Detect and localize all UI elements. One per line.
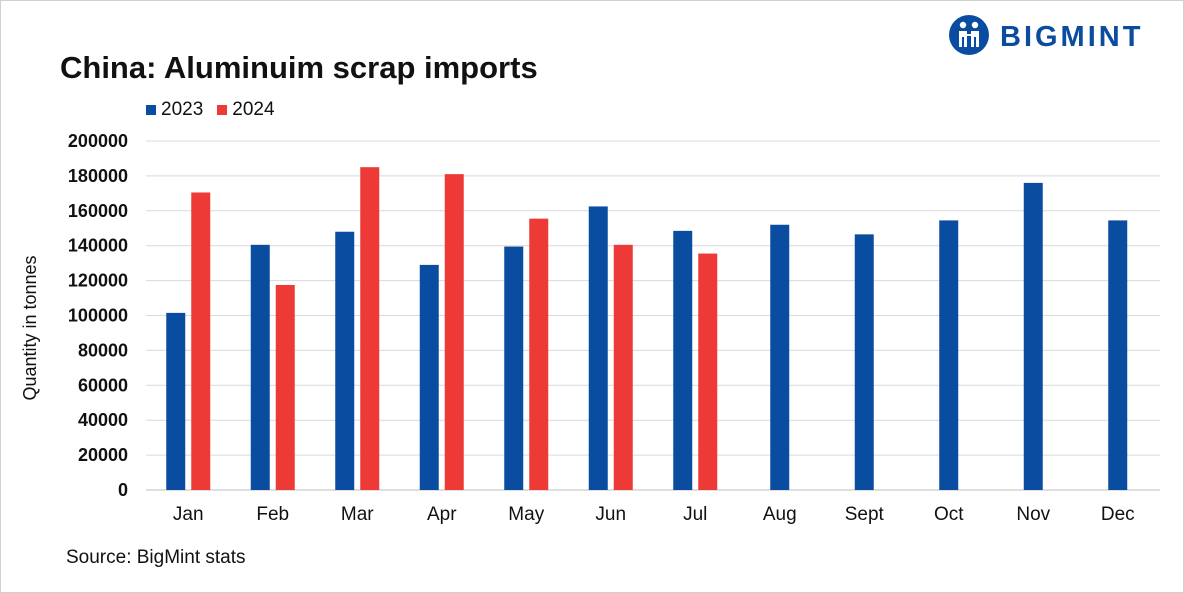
x-tick-label: Apr <box>427 504 457 525</box>
y-tick-label: 60000 <box>78 375 128 395</box>
legend-item-2024: 2024 <box>217 99 275 121</box>
x-tick-label: May <box>508 504 544 525</box>
y-axis-ticks: 0 20000 40000 60000 80000 100000 120000 140000 1… <box>68 131 128 500</box>
legend-label-2024: 2024 <box>232 99 275 120</box>
x-axis-ticks: Jan Feb Mar Apr May Jun Jul Aug Sept Oct Nov Dec <box>173 504 1135 525</box>
y-tick-label: 80000 <box>78 340 128 360</box>
y-tick-label: 20000 <box>78 445 128 465</box>
x-tick-label: Feb <box>256 504 289 525</box>
bar-2023-mar <box>335 231 355 491</box>
bars <box>166 167 1128 491</box>
x-tick-label: Nov <box>1016 504 1050 525</box>
y-tick-label: 40000 <box>78 410 128 430</box>
bar-2023-sept <box>854 234 874 490</box>
bar-2024-may <box>529 218 549 490</box>
y-tick-label: 140000 <box>68 236 128 256</box>
x-tick-label: Jun <box>595 504 626 525</box>
bigmint-logo-icon <box>948 14 990 61</box>
legend-swatch-2023 <box>146 105 156 115</box>
x-tick-label: Sept <box>845 504 885 525</box>
x-tick-label: Dec <box>1101 504 1135 525</box>
bar-2024-mar <box>360 167 380 491</box>
bar-2023-feb <box>250 244 270 490</box>
bar-2023-jan <box>166 312 186 490</box>
bar-2024-jun <box>613 244 633 490</box>
y-tick-label: 200000 <box>68 131 128 151</box>
brand-logo: BIGMINT <box>948 14 1143 61</box>
bar-2023-jul <box>673 230 693 490</box>
x-tick-label: Jul <box>683 504 707 525</box>
legend-item-2023: 2023 <box>146 99 203 121</box>
bar-2023-may <box>504 246 524 490</box>
y-tick-label: 100000 <box>68 306 128 326</box>
brand-name: BIGMINT <box>1000 21 1144 53</box>
x-tick-label: Aug <box>763 504 797 525</box>
x-tick-label: Oct <box>934 504 964 525</box>
bar-2024-feb <box>275 284 295 490</box>
bar-2023-jun <box>588 206 608 490</box>
bar-2024-apr <box>444 174 464 490</box>
x-tick-label: Jan <box>173 504 204 525</box>
x-tick-label: Mar <box>341 504 374 525</box>
bar-2023-dec <box>1108 220 1128 490</box>
chart-title: China: Aluminuim scrap imports <box>60 50 538 85</box>
gridlines <box>146 140 1160 491</box>
bar-2023-apr <box>419 264 439 490</box>
chart-legend: 2023 2024 <box>146 99 281 121</box>
y-axis-label: Quantity in tonnes <box>20 255 40 400</box>
y-tick-label: 160000 <box>68 201 128 221</box>
legend-label-2023: 2023 <box>161 99 204 120</box>
bar-2024-jul <box>698 253 718 490</box>
legend-swatch-2024 <box>217 105 228 115</box>
bar-2024-jan <box>191 192 211 491</box>
source-note: Source: BigMint stats <box>66 547 246 568</box>
bar-2023-aug <box>770 224 790 490</box>
bar-2023-nov <box>1023 182 1043 490</box>
y-tick-label: 180000 <box>68 166 128 186</box>
y-tick-label: 120000 <box>68 271 128 291</box>
bar-2023-oct <box>939 220 959 490</box>
y-tick-label: 0 <box>118 480 128 500</box>
